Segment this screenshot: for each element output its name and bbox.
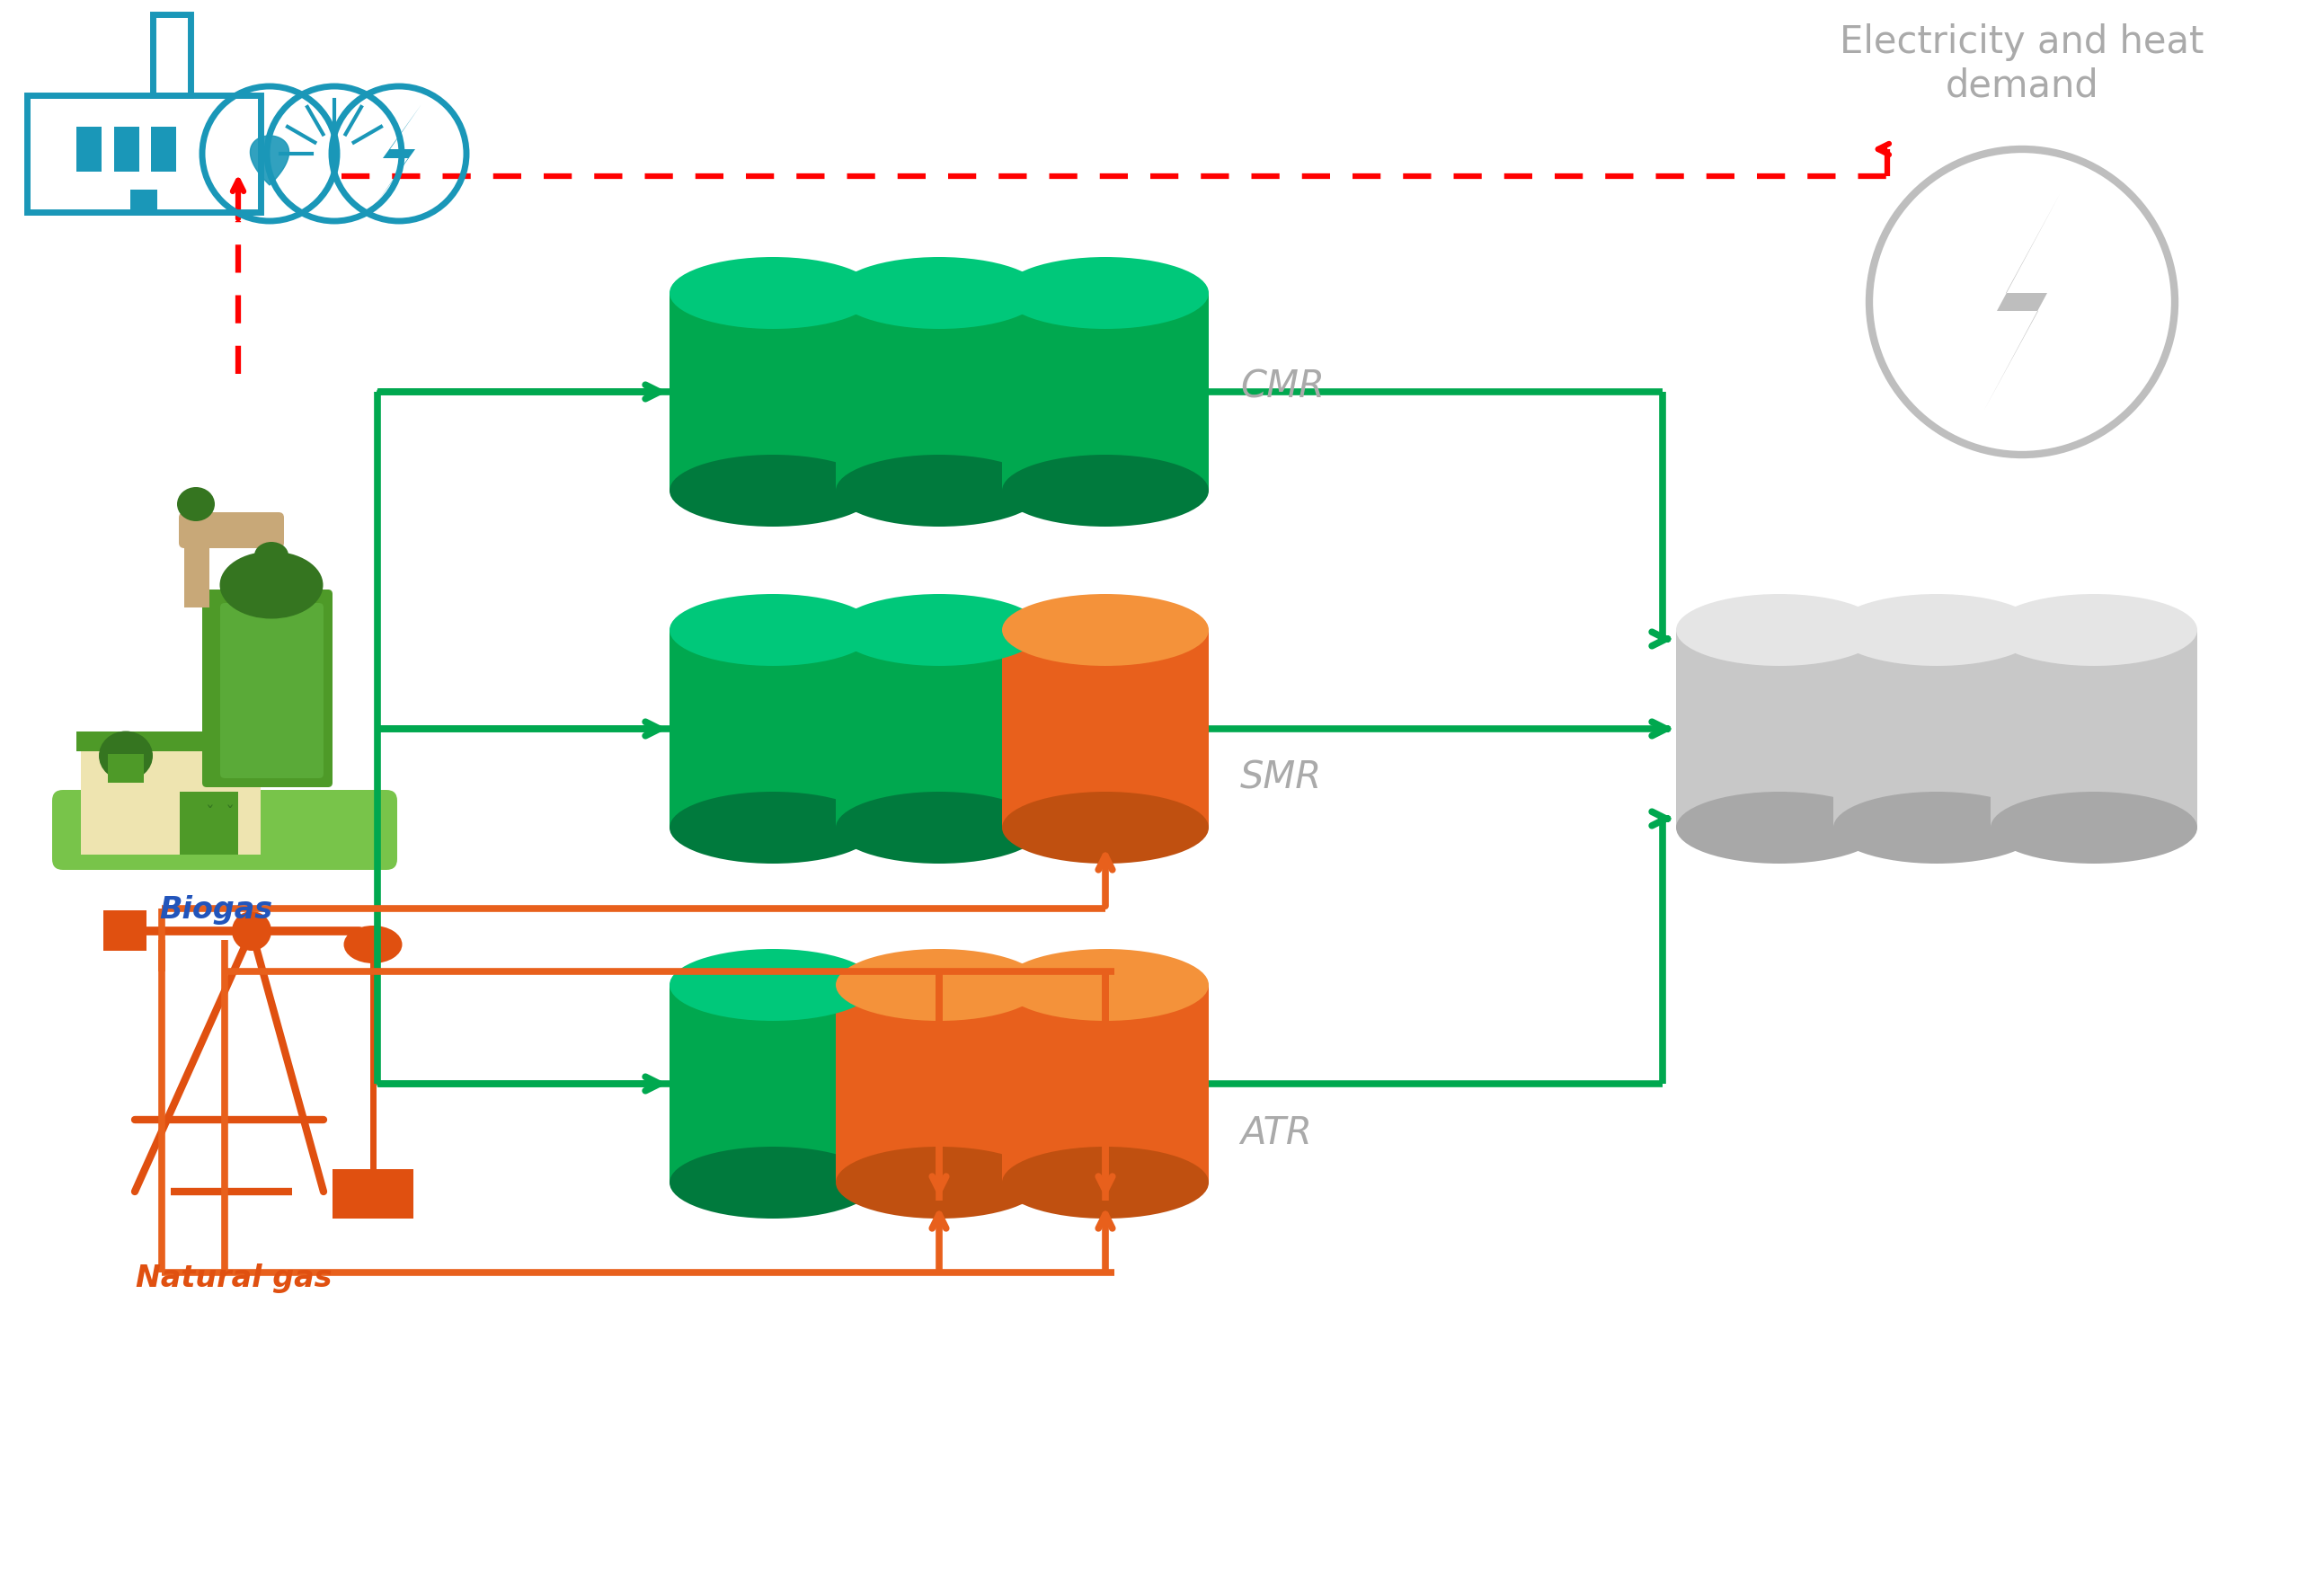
Bar bbox=[77, 127, 102, 171]
Polygon shape bbox=[669, 294, 876, 490]
Ellipse shape bbox=[177, 487, 214, 521]
Ellipse shape bbox=[1002, 792, 1208, 863]
Bar bbox=[81, 747, 260, 855]
Ellipse shape bbox=[837, 594, 1043, 667]
Ellipse shape bbox=[837, 949, 1043, 1020]
Bar bbox=[332, 1170, 414, 1219]
Bar bbox=[28, 95, 260, 213]
Ellipse shape bbox=[100, 732, 153, 781]
Polygon shape bbox=[837, 630, 1043, 828]
FancyBboxPatch shape bbox=[51, 790, 397, 870]
Polygon shape bbox=[1002, 986, 1208, 1182]
Polygon shape bbox=[837, 986, 1043, 1182]
Ellipse shape bbox=[221, 551, 323, 619]
Polygon shape bbox=[1992, 630, 2196, 828]
Ellipse shape bbox=[253, 541, 288, 568]
Ellipse shape bbox=[1002, 455, 1208, 527]
Text: ˇ  ˇ: ˇ ˇ bbox=[207, 806, 235, 822]
Ellipse shape bbox=[837, 455, 1043, 527]
FancyBboxPatch shape bbox=[221, 603, 323, 778]
Ellipse shape bbox=[669, 949, 876, 1020]
Text: Natural gas: Natural gas bbox=[135, 1263, 332, 1293]
Ellipse shape bbox=[837, 257, 1043, 329]
Bar bbox=[77, 732, 265, 751]
Ellipse shape bbox=[669, 1147, 876, 1219]
Bar bbox=[151, 127, 177, 171]
Polygon shape bbox=[251, 136, 288, 186]
Ellipse shape bbox=[1834, 792, 2040, 863]
Text: CMR: CMR bbox=[1241, 368, 1325, 406]
Ellipse shape bbox=[344, 925, 402, 963]
Polygon shape bbox=[1002, 630, 1208, 828]
Polygon shape bbox=[1985, 194, 2059, 409]
Polygon shape bbox=[376, 105, 421, 203]
Ellipse shape bbox=[669, 257, 876, 329]
Bar bbox=[114, 127, 139, 171]
Text: Biogas: Biogas bbox=[158, 895, 272, 925]
Polygon shape bbox=[837, 294, 1043, 490]
Ellipse shape bbox=[1992, 594, 2196, 667]
Bar bbox=[179, 792, 237, 855]
Ellipse shape bbox=[1002, 1147, 1208, 1219]
Polygon shape bbox=[669, 986, 876, 1182]
Bar bbox=[102, 911, 146, 951]
Bar bbox=[184, 522, 209, 608]
Ellipse shape bbox=[837, 1147, 1043, 1219]
Ellipse shape bbox=[1992, 792, 2196, 863]
Ellipse shape bbox=[1834, 594, 2040, 667]
Ellipse shape bbox=[1676, 792, 1882, 863]
Ellipse shape bbox=[837, 792, 1043, 863]
Polygon shape bbox=[669, 630, 876, 828]
Bar bbox=[153, 14, 191, 95]
Ellipse shape bbox=[1676, 594, 1882, 667]
Polygon shape bbox=[1676, 630, 1882, 828]
Text: Electricity and heat
demand: Electricity and heat demand bbox=[1841, 24, 2203, 105]
Text: ATR: ATR bbox=[1241, 1114, 1311, 1152]
FancyBboxPatch shape bbox=[202, 589, 332, 787]
Text: SMR: SMR bbox=[1241, 759, 1322, 797]
Bar bbox=[130, 189, 158, 213]
Ellipse shape bbox=[1002, 257, 1208, 329]
Circle shape bbox=[232, 911, 272, 951]
Polygon shape bbox=[1002, 294, 1208, 490]
Ellipse shape bbox=[669, 455, 876, 527]
Bar bbox=[107, 754, 144, 782]
FancyBboxPatch shape bbox=[179, 513, 284, 548]
Ellipse shape bbox=[1002, 594, 1208, 667]
Polygon shape bbox=[1834, 630, 2040, 828]
Ellipse shape bbox=[669, 594, 876, 667]
Ellipse shape bbox=[669, 792, 876, 863]
Ellipse shape bbox=[1002, 949, 1208, 1020]
